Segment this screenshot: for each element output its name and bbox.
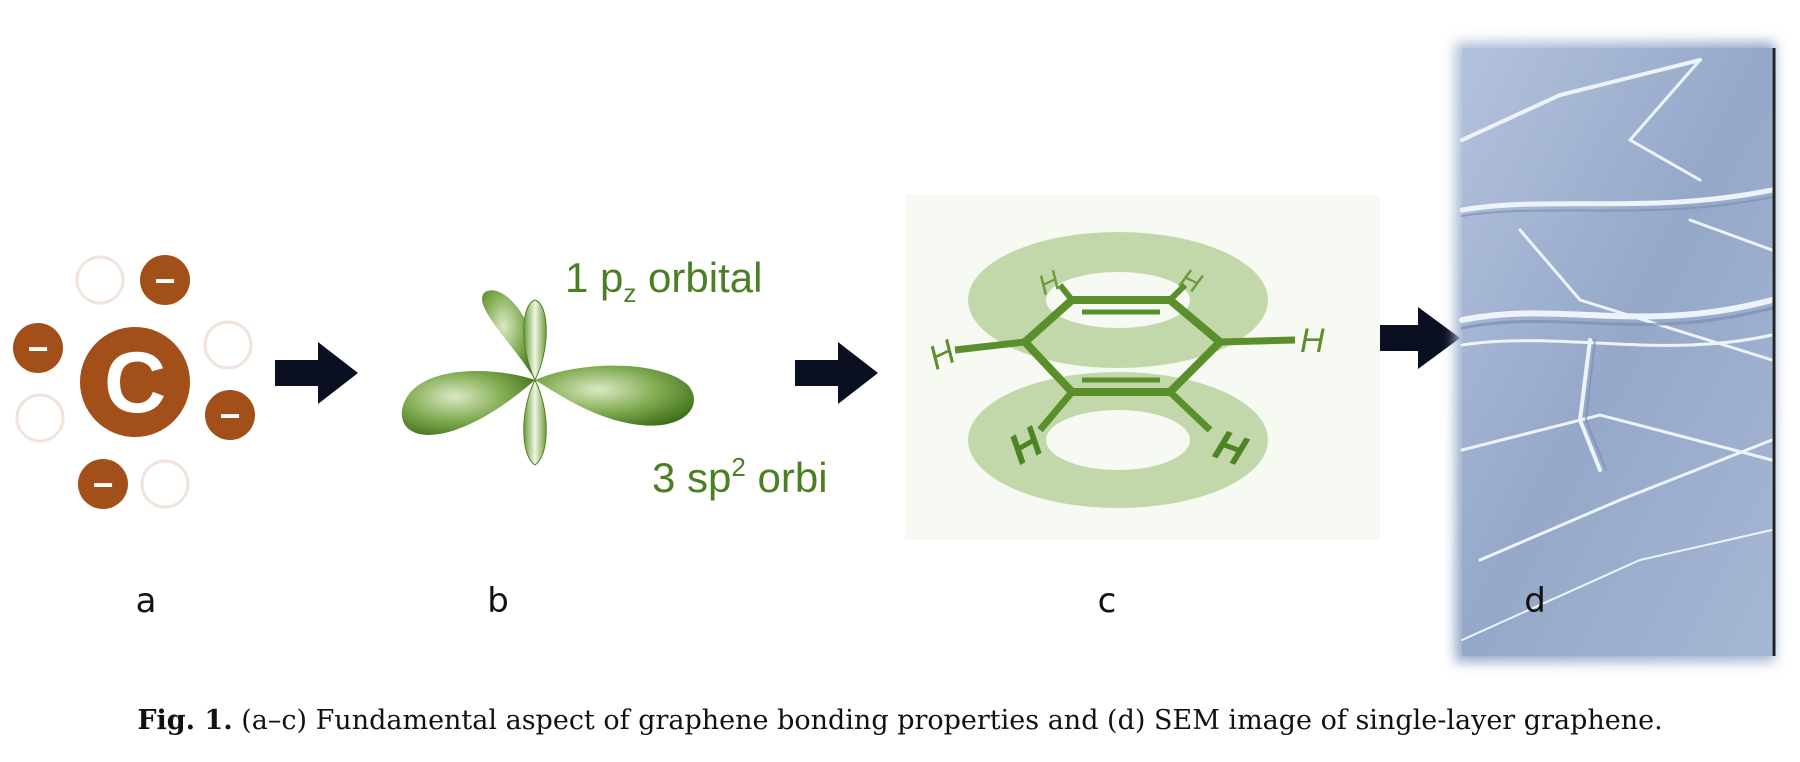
panel-d-sem-image	[1455, 42, 1776, 662]
ch-bond	[1037, 389, 1075, 433]
caption-prefix: Fig. 1.	[137, 705, 233, 736]
empty-electron-slot	[75, 255, 125, 305]
panel-a-carbon-atom: C − − − −	[13, 255, 255, 509]
ch-bond	[954, 338, 1026, 354]
sp2-orbital-lobe	[481, 290, 537, 380]
caption-text: (a–c) Fundamental aspect of graphene bon…	[241, 705, 1663, 736]
svg-text:−: −	[92, 464, 113, 505]
ch-bond	[1167, 389, 1213, 433]
graphene-wrinkle-shadows	[1460, 196, 1774, 471]
arrow-icon	[275, 342, 358, 404]
graphene-wrinkles	[1459, 58, 1775, 641]
panel-label-c: c	[1098, 581, 1117, 621]
figure-caption: Fig. 1. (a–c) Fundamental aspect of grap…	[0, 705, 1800, 736]
svg-text:−: −	[27, 328, 48, 369]
sp2-orbital-lobe	[535, 365, 695, 426]
panel-b-orbitals: 1 pz orbital 3 sp2 orbi	[401, 254, 828, 501]
ch-bond	[1057, 283, 1075, 302]
svg-text:−: −	[219, 395, 240, 436]
ch-bond	[1167, 282, 1188, 303]
pz-orbital-label: 1 pz orbital	[565, 254, 762, 308]
svg-text:−: −	[154, 260, 175, 301]
panel-c-pi-bonding: H H H H H H	[905, 195, 1380, 540]
carbon-symbol: C	[104, 335, 166, 431]
sem-image-frame	[1462, 48, 1772, 656]
pi-cloud-hole	[1046, 410, 1190, 470]
ch-bond	[1219, 336, 1296, 346]
electron: −	[205, 390, 255, 440]
sp2-orbital-lobe	[401, 371, 535, 435]
pz-orbital-lobe	[523, 378, 547, 466]
electron: −	[78, 459, 128, 509]
sp2-orbital-label: 3 sp2 orbi	[652, 452, 828, 501]
electron: −	[13, 323, 63, 373]
panel-label-a: a	[136, 581, 157, 621]
pz-orbital-lobe	[523, 299, 547, 382]
electron: −	[140, 255, 190, 305]
empty-electron-slot	[140, 459, 190, 509]
panel-label-b: b	[487, 581, 509, 621]
arrow-icon	[1380, 307, 1460, 369]
arrow-icon	[795, 342, 878, 404]
empty-electron-slot	[15, 393, 65, 443]
hydrogen-atom: H	[1300, 322, 1325, 360]
panel-label-d: d	[1524, 581, 1546, 621]
empty-electron-slot	[203, 320, 253, 370]
carbon-nucleus	[80, 327, 190, 437]
